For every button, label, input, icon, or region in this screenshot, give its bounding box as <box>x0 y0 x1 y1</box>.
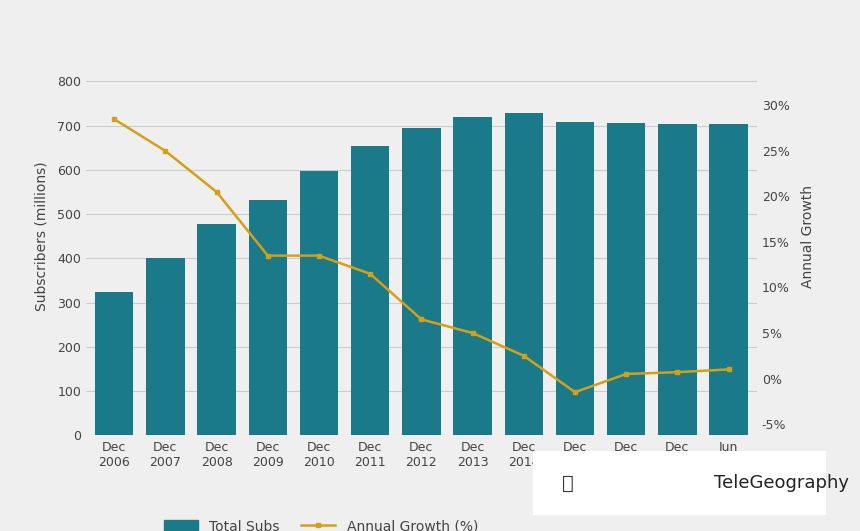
Bar <box>658 124 697 435</box>
Bar <box>351 145 390 435</box>
Text: 📞: 📞 <box>562 474 574 493</box>
Y-axis label: Annual Growth: Annual Growth <box>801 185 814 288</box>
Bar <box>249 200 287 435</box>
Bar <box>710 124 748 435</box>
Y-axis label: Subscribers (millions): Subscribers (millions) <box>34 161 49 311</box>
Bar <box>146 259 185 435</box>
Bar <box>453 117 492 435</box>
Bar <box>300 171 338 435</box>
Bar <box>607 124 645 435</box>
Bar <box>95 292 133 435</box>
Bar <box>556 122 594 435</box>
Text: TeleGeography: TeleGeography <box>715 474 850 492</box>
Bar <box>402 128 440 435</box>
Legend: Total Subs, Annual Growth (%): Total Subs, Annual Growth (%) <box>158 514 483 531</box>
Bar <box>198 224 236 435</box>
Bar <box>505 113 543 435</box>
